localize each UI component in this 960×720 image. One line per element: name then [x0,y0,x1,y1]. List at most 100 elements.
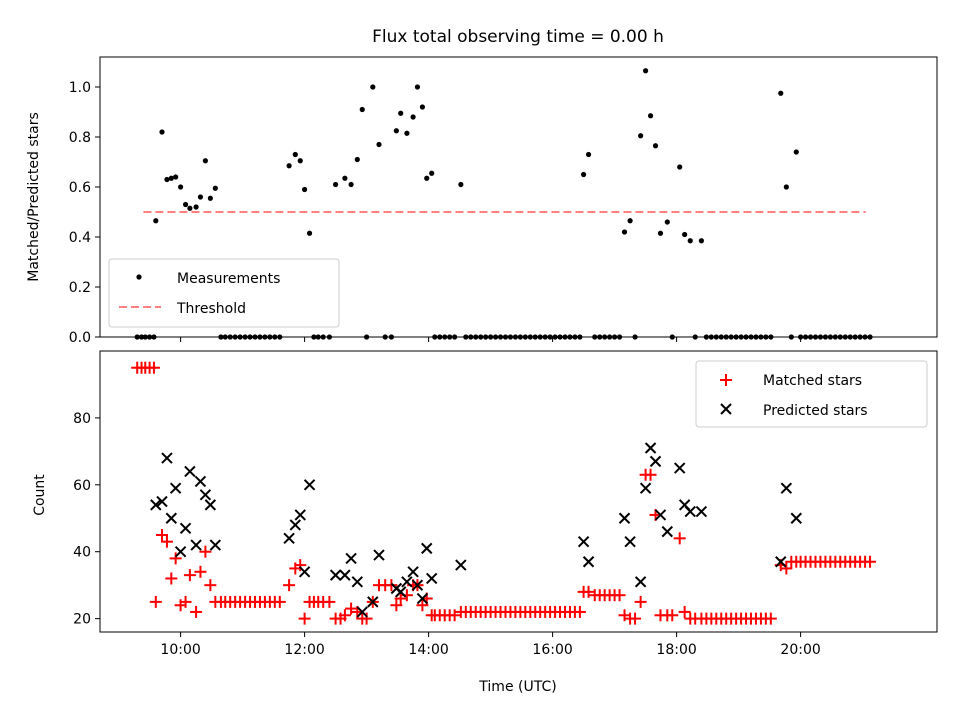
measurement-point [647,113,654,119]
matched-star-point [385,579,398,592]
measurement-point [458,181,464,188]
bottom-panel: Count Time (UTC) 20 40 60 80 10:00 12:00 14:00… [32,350,938,695]
predicted-star-point [283,532,295,545]
measurement-point [164,176,170,183]
matched-star-point [183,569,196,582]
measurement-point [292,151,298,158]
legend-matched-label: Matched stars [763,373,862,389]
predicted-star-point [775,556,787,568]
predicted-star-point [209,539,222,551]
measurement-point [207,195,213,201]
bottom-xtick-label: 18:00 [656,642,696,658]
measurement-point [302,186,308,193]
bottom-xtick-label: 10:00 [160,642,200,658]
top-ytick-label: 0.6 [69,180,91,196]
predicted-star-point [649,455,662,468]
measurement-point [342,175,348,181]
predicted-star-point [577,535,590,548]
measurement-point [424,175,430,181]
predicted-star-point [184,465,196,478]
matched-star-point [613,589,626,602]
predicted-star-point [373,549,385,561]
measurement-point [682,231,688,238]
predicted-star-point [165,512,178,524]
top-panel-frame [99,56,938,338]
predicted-star-point [345,552,357,565]
matched-star-point [204,579,217,592]
matched-star-point [629,612,642,625]
predicted-star-point [174,546,187,558]
predicted-star-point [204,499,217,511]
matched-star-point [165,572,178,585]
bottom-panel-xlabel: Time (UTC) [478,679,556,695]
matched-star-point [169,552,182,565]
top-ytick-label: 0.0 [69,330,91,346]
bottom-panel-axes: 20 40 60 80 10:00 12:00 14:00 16:00 18:00 20:00 [73,411,821,658]
matched-star-point [190,605,203,618]
measurement-point [359,106,365,113]
predicted-star-point [303,479,316,491]
bottom-panel-frame [99,350,938,633]
predicted-star-point [339,569,351,581]
matched-star-point [864,555,877,568]
predicted-star-point [199,489,212,501]
matched-star-point [283,579,296,592]
measurement-point [168,175,174,181]
predicted-star-point [624,535,636,548]
measurement-point [698,238,705,244]
bottom-xtick-label: 14:00 [408,642,448,658]
predicted-star-point [639,482,652,494]
measurement-point [627,218,633,224]
matched-star-point [160,535,173,548]
measurement-point [687,238,693,244]
predicted-star-point [654,509,667,521]
measurement-point [333,181,339,188]
matched-star-point [194,565,207,578]
matched-star-point [634,595,647,608]
measurement-point [581,171,587,178]
matched-star-point [323,595,336,608]
predicted-star-point [289,519,302,531]
top-ytick-label: 0.8 [69,130,91,146]
predicted-star-point [294,509,306,521]
matched-star-point [780,562,793,575]
predicted-star-point [634,576,647,588]
predicted-star-point [351,576,364,588]
predicted-star-point [394,586,407,598]
top-legend: Measurements Threshold [108,258,340,328]
bottom-legend: Matched stars Predicted stars [695,360,928,428]
bottom-legend-box [695,360,928,428]
measurement-point [376,141,382,148]
measurement-point [414,84,421,90]
measurement-point [212,185,218,191]
predicted-star-point [673,462,686,474]
top-panel-axes: 0.0 0.2 0.4 0.6 0.8 1.0 [69,80,802,346]
predicted-star-point [644,442,657,454]
matched-star-point [390,599,403,612]
matched-star-point [298,612,311,625]
matched-star-point [573,605,586,618]
predicted-star-point [416,592,429,605]
predicted-star-point [618,512,631,524]
predicted-star-point [161,452,173,464]
bottom-xtick-label: 12:00 [284,642,324,658]
measurement-point [187,205,193,211]
predicted-star-point [661,525,674,538]
measurement-point [370,84,376,90]
top-panel-ylabel: Matched/Predicted stars [26,112,42,282]
measurement-point [585,151,592,158]
measurement-point [178,184,184,190]
predicted-star-point [194,475,207,488]
measurement-point [657,230,664,236]
bottom-ytick-label: 60 [73,478,91,494]
matched-star-point [147,361,160,374]
measurement-point [429,170,435,176]
measurement-point [643,68,649,74]
matched-star-point [448,609,461,622]
matched-star-point [199,545,212,558]
top-ytick-label: 0.2 [69,280,91,296]
legend-matched-marker [720,374,732,386]
measurement-point [664,219,670,225]
